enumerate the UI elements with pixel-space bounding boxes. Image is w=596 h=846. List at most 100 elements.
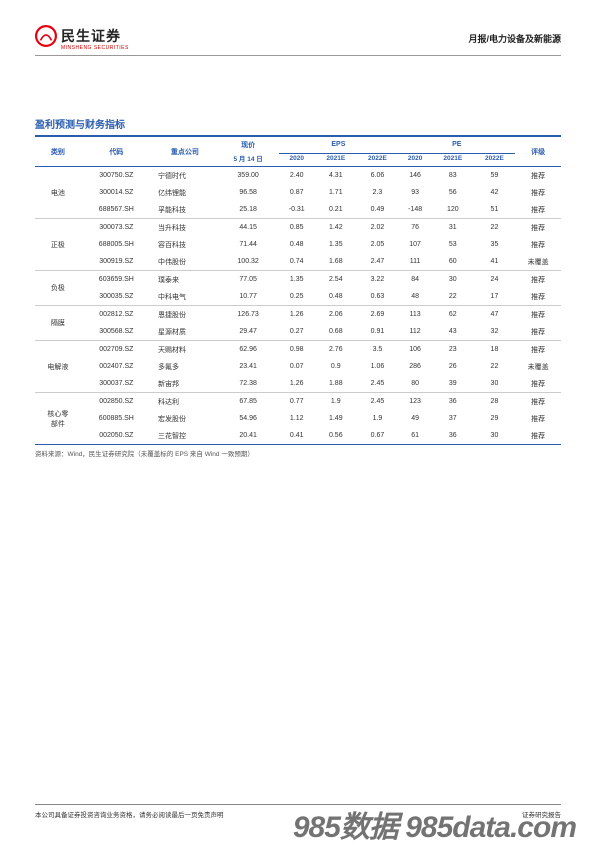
cell-pe22: 59	[474, 167, 516, 185]
cell-rating: 推荐	[515, 167, 561, 185]
col-eps: EPS	[279, 136, 399, 153]
table-row: 300037.SZ新宙邦72.381.261.882.45803930推荐	[35, 375, 561, 393]
cell-company: 中伟股份	[152, 253, 218, 271]
cell-eps22: 0.49	[357, 201, 399, 219]
cell-eps20: 0.74	[279, 253, 315, 271]
cell-price: 44.15	[218, 219, 279, 237]
cell-eps22: 2.3	[357, 184, 399, 201]
cell-pe21: 53	[432, 236, 474, 253]
logo-text-en: MINSHENG SECURITIES	[61, 45, 129, 51]
category-cell: 正极	[35, 219, 81, 271]
cell-eps21: 1.71	[315, 184, 357, 201]
cell-code: 688005.SH	[81, 236, 152, 253]
col-code: 代码	[81, 136, 152, 167]
cell-eps22: 1.9	[357, 410, 399, 427]
cell-pe21: 60	[432, 253, 474, 271]
cell-pe21: 26	[432, 358, 474, 375]
cell-price: 71.44	[218, 236, 279, 253]
cell-pe22: 30	[474, 375, 516, 393]
section-title: 盈利预测与财务指标	[35, 116, 561, 131]
table-row: 600885.SH宏发股份54.961.121.491.9493729推荐	[35, 410, 561, 427]
table-row: 300919.SZ中伟股份100.320.741.682.471116041未覆…	[35, 253, 561, 271]
cell-rating: 推荐	[515, 427, 561, 445]
cell-company: 宁德时代	[152, 167, 218, 185]
cell-eps20: 1.12	[279, 410, 315, 427]
cell-pe22: 29	[474, 410, 516, 427]
cell-pe22: 51	[474, 201, 516, 219]
cell-company: 三花智控	[152, 427, 218, 445]
cell-eps21: 2.06	[315, 306, 357, 324]
cell-pe22: 22	[474, 358, 516, 375]
cell-pe22: 22	[474, 219, 516, 237]
cell-company: 新宙邦	[152, 375, 218, 393]
cell-eps22: 3.5	[357, 341, 399, 359]
cell-code: 002850.SZ	[81, 393, 152, 411]
cell-eps22: 2.69	[357, 306, 399, 324]
cell-pe22: 17	[474, 288, 516, 306]
cell-eps20: 1.26	[279, 375, 315, 393]
minsheng-logo-icon	[35, 25, 57, 47]
table-row: 300014.SZ亿纬锂能96.580.871.712.3935642推荐	[35, 184, 561, 201]
cell-pe20: 123	[398, 393, 432, 411]
table-row: 300568.SZ星源材质29.470.270.680.911124332推荐	[35, 323, 561, 341]
cell-pe21: 36	[432, 427, 474, 445]
col-rating: 评级	[515, 136, 561, 167]
cell-eps20: 0.27	[279, 323, 315, 341]
cell-company: 容百科技	[152, 236, 218, 253]
cell-pe20: 76	[398, 219, 432, 237]
category-cell: 核心零 部件	[35, 393, 81, 445]
cell-pe20: 106	[398, 341, 432, 359]
table-row: 隔膜002812.SZ恩捷股份126.731.262.062.691136247…	[35, 306, 561, 324]
cell-pe20: 93	[398, 184, 432, 201]
cell-eps21: 0.68	[315, 323, 357, 341]
cell-eps21: 1.49	[315, 410, 357, 427]
cell-eps22: 2.47	[357, 253, 399, 271]
cell-eps20: 0.98	[279, 341, 315, 359]
cell-price: 72.38	[218, 375, 279, 393]
cell-code: 002407.SZ	[81, 358, 152, 375]
cell-pe20: 80	[398, 375, 432, 393]
cell-pe21: 23	[432, 341, 474, 359]
logo-text-cn: 民生证券	[61, 26, 121, 46]
cell-pe20: 111	[398, 253, 432, 271]
cell-pe21: 43	[432, 323, 474, 341]
cell-pe20: 61	[398, 427, 432, 445]
cell-company: 恩捷股份	[152, 306, 218, 324]
cell-pe20: 107	[398, 236, 432, 253]
cell-pe21: 37	[432, 410, 474, 427]
cell-eps20: 0.77	[279, 393, 315, 411]
cell-company: 孚能科技	[152, 201, 218, 219]
table-row: 300035.SZ中科电气10.770.250.480.63482217推荐	[35, 288, 561, 306]
cell-eps22: 0.91	[357, 323, 399, 341]
cell-eps21: 1.35	[315, 236, 357, 253]
cell-pe20: -148	[398, 201, 432, 219]
cell-pe21: 62	[432, 306, 474, 324]
cell-code: 300750.SZ	[81, 167, 152, 185]
cell-eps22: 2.45	[357, 393, 399, 411]
cell-rating: 推荐	[515, 341, 561, 359]
cell-pe20: 112	[398, 323, 432, 341]
cell-pe21: 120	[432, 201, 474, 219]
cell-price: 20.41	[218, 427, 279, 445]
cell-pe21: 56	[432, 184, 474, 201]
cell-company: 科达利	[152, 393, 218, 411]
cell-rating: 推荐	[515, 236, 561, 253]
cell-price: 29.47	[218, 323, 279, 341]
cell-rating: 推荐	[515, 271, 561, 289]
cell-pe21: 39	[432, 375, 474, 393]
cell-eps20: 0.41	[279, 427, 315, 445]
cell-eps22: 0.67	[357, 427, 399, 445]
col-date: 5 月 14 日	[218, 153, 279, 167]
cell-eps21: 1.88	[315, 375, 357, 393]
watermark: 985数据 985data.com	[293, 802, 576, 846]
cell-price: 359.00	[218, 167, 279, 185]
col-eps-2021e: 2021E	[315, 153, 357, 167]
cell-eps20: 0.48	[279, 236, 315, 253]
cell-eps21: 1.9	[315, 393, 357, 411]
cell-pe20: 286	[398, 358, 432, 375]
cell-pe22: 35	[474, 236, 516, 253]
cell-price: 77.05	[218, 271, 279, 289]
cell-price: 67.85	[218, 393, 279, 411]
cell-code: 603659.SH	[81, 271, 152, 289]
table-row: 002407.SZ多氟多23.410.070.91.062862622未覆盖	[35, 358, 561, 375]
